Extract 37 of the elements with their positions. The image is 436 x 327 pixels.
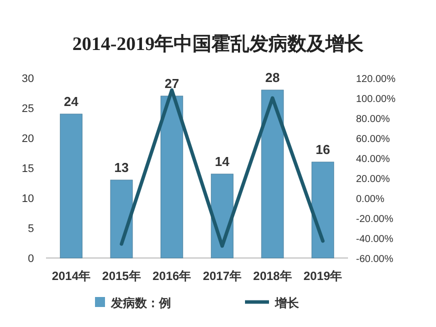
bar — [160, 96, 184, 258]
data-label: 27 — [164, 76, 180, 91]
y2-tick-label: 20.00% — [356, 174, 390, 185]
bar — [110, 180, 133, 258]
data-label: 14 — [214, 154, 230, 169]
x-tick-label: 2015年 — [102, 269, 141, 283]
y2-tick-label: 100.00% — [356, 94, 396, 105]
bar — [261, 90, 284, 258]
bar — [312, 162, 334, 258]
y2-tick-label: 60.00% — [356, 134, 390, 145]
data-label: 13 — [114, 160, 129, 175]
x-tick-label: 2019年 — [303, 269, 342, 283]
y2-tick-label: -20.00% — [356, 214, 394, 225]
legend-label: 发病数：例 — [110, 296, 171, 310]
bar — [60, 114, 82, 258]
data-label: 24 — [64, 94, 80, 109]
x-tick-label: 2017年 — [202, 269, 242, 283]
x-tick-label: 2014年 — [52, 269, 91, 283]
y-tick-label: 15 — [22, 163, 34, 175]
x-tick-label: 2016年 — [152, 269, 192, 283]
y2-tick-label: -40.00% — [356, 234, 394, 245]
y-tick-label: 30 — [22, 73, 34, 85]
y-tick-label: 25 — [22, 103, 34, 115]
x-tick-label: 2018年 — [253, 269, 292, 283]
y2-tick-label: 40.00% — [356, 154, 390, 165]
chart-title: 2014-2019年中国霍乱发病数及增长 — [72, 33, 365, 55]
y2-tick-label: 120.00% — [356, 74, 396, 85]
legend-label: 增长 — [274, 296, 300, 310]
y2-tick-label: 80.00% — [356, 114, 390, 125]
data-label: 16 — [316, 142, 330, 157]
y-tick-label: 5 — [28, 223, 34, 235]
y-tick-label: 10 — [22, 193, 34, 205]
y-tick-label: 0 — [28, 253, 34, 265]
y2-tick-label: -60.00% — [356, 254, 394, 265]
y-tick-label: 20 — [22, 133, 34, 145]
y2-tick-label: 0.00% — [356, 194, 384, 205]
data-label: 28 — [265, 70, 280, 85]
